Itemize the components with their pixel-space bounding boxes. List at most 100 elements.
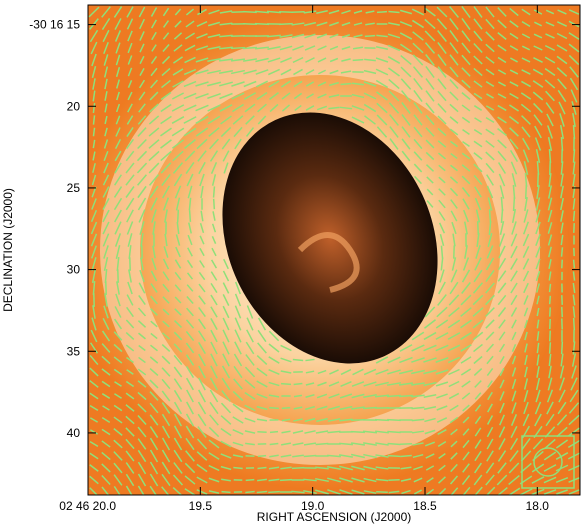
vector [329, 81, 339, 87]
vector [104, 115, 108, 125]
vector [352, 46, 364, 50]
vector [522, 413, 530, 427]
vector [570, 377, 578, 391]
vector [176, 209, 180, 223]
vector [160, 139, 172, 149]
vector [351, 489, 365, 495]
vector [171, 116, 185, 124]
vector [522, 233, 530, 247]
vector [450, 440, 458, 448]
vector [210, 282, 218, 294]
vector [281, 406, 291, 410]
vector [185, 32, 195, 40]
vector [186, 173, 194, 187]
vector [303, 478, 317, 482]
vector [139, 31, 145, 41]
vector [303, 489, 317, 495]
vector [292, 358, 304, 362]
vector [509, 81, 519, 87]
vector [363, 477, 377, 483]
vector [497, 69, 507, 75]
vector [387, 442, 401, 446]
vector [195, 104, 209, 112]
vector [437, 103, 447, 113]
vector [413, 465, 423, 471]
vector [139, 43, 145, 53]
vector [438, 188, 446, 196]
vector [462, 416, 470, 424]
vector [172, 474, 184, 486]
vector [173, 331, 183, 341]
vector [294, 104, 302, 112]
vector [437, 429, 447, 435]
vector [449, 475, 459, 485]
vector [572, 317, 576, 331]
vector [219, 46, 233, 50]
vector [535, 234, 541, 246]
vector [460, 368, 472, 376]
vector [125, 438, 135, 450]
vector [148, 162, 160, 174]
vector [149, 449, 159, 463]
vector [116, 79, 120, 89]
vector [207, 33, 221, 39]
vector [558, 389, 566, 403]
vector [438, 176, 446, 184]
vector [569, 389, 579, 403]
vector [352, 58, 364, 62]
vector [534, 413, 542, 427]
vector [437, 115, 447, 125]
vector [423, 405, 437, 411]
vector [536, 283, 540, 293]
vector [412, 42, 424, 54]
vector [508, 474, 520, 486]
vector [497, 104, 507, 112]
x-tick-label: 18.5 [413, 499, 437, 513]
vector [149, 485, 157, 495]
vector [556, 414, 568, 426]
vector [351, 381, 365, 387]
vector [305, 382, 315, 386]
vector [161, 355, 171, 365]
vector [511, 344, 517, 352]
vector [534, 125, 542, 139]
vector [486, 426, 494, 438]
vector [209, 138, 219, 150]
vector [413, 489, 423, 495]
vector [375, 57, 389, 63]
vector [424, 42, 436, 54]
vector [184, 462, 196, 474]
vector [521, 438, 531, 450]
vector [281, 418, 291, 422]
vector [449, 116, 459, 124]
vector [375, 454, 389, 458]
vector [556, 67, 568, 77]
vector [150, 344, 158, 352]
vector [486, 185, 494, 199]
vector [234, 138, 242, 150]
vector [520, 92, 532, 100]
vector [316, 33, 328, 39]
vector [544, 79, 556, 89]
vector [510, 282, 518, 294]
vector [425, 465, 435, 471]
vector [485, 319, 495, 329]
vector [243, 22, 257, 26]
vector [199, 222, 205, 234]
vector [473, 67, 483, 77]
vector [387, 56, 401, 64]
vector [438, 452, 446, 460]
vector [164, 233, 168, 247]
vector [185, 413, 195, 427]
vector [149, 414, 159, 426]
vector [473, 30, 483, 42]
vector [126, 6, 134, 18]
vector [174, 296, 182, 304]
vector [102, 29, 110, 43]
vector [401, 114, 411, 126]
vector [161, 55, 171, 65]
vector [161, 79, 171, 89]
vector [162, 44, 170, 52]
vector [548, 271, 552, 281]
vector [509, 104, 519, 112]
